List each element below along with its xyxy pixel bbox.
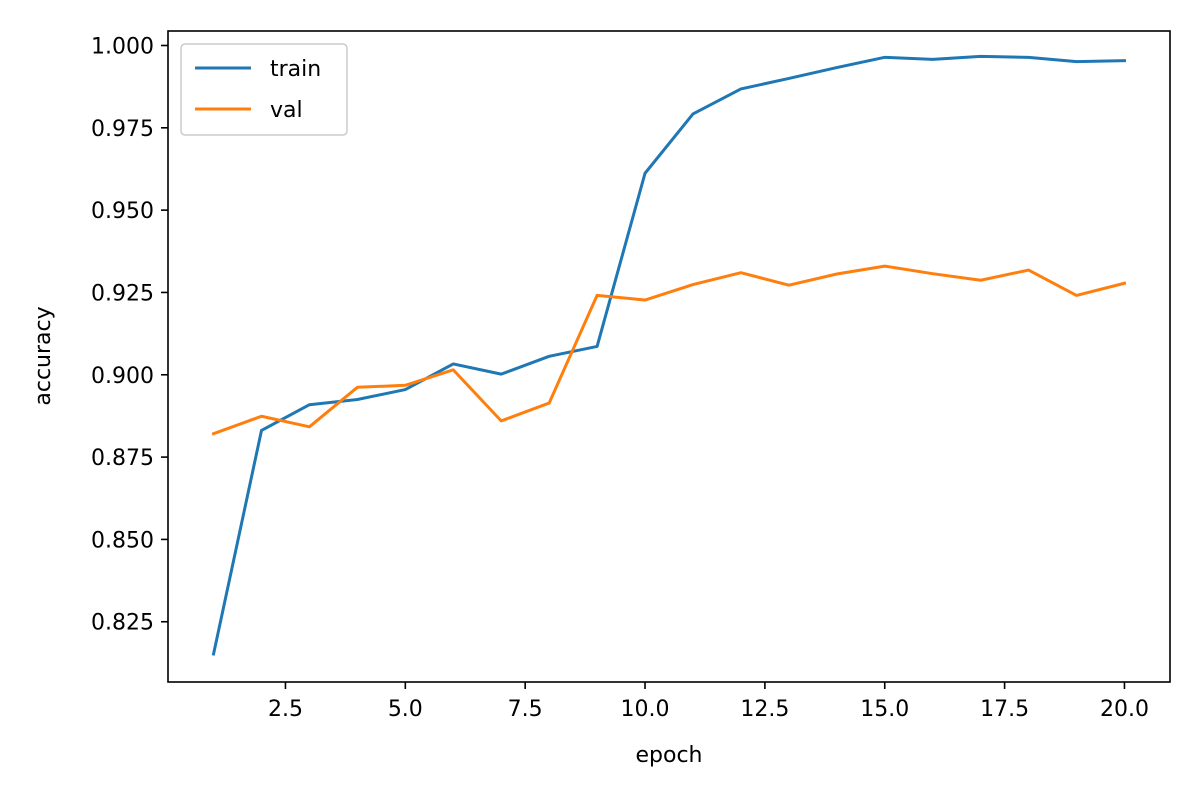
y-tick-label: 0.900 bbox=[91, 364, 154, 389]
y-axis: 0.825 0.850 0.875 0.900 0.925 0.950 0.975 1.000 bbox=[91, 34, 168, 636]
x-tick-label: 15.0 bbox=[860, 697, 909, 722]
y-tick-label: 0.825 bbox=[91, 611, 154, 636]
x-tick-label: 5.0 bbox=[388, 697, 423, 722]
x-tick-label: 7.5 bbox=[508, 697, 543, 722]
y-tick-label: 0.850 bbox=[91, 528, 154, 553]
y-tick-label: 0.975 bbox=[91, 117, 154, 142]
series-layer bbox=[211, 54, 1127, 656]
legend: train val bbox=[180, 43, 348, 136]
x-tick-label: 12.5 bbox=[740, 697, 789, 722]
y-tick-label: 0.950 bbox=[91, 199, 154, 224]
y-tick-label: 1.000 bbox=[91, 34, 154, 59]
x-tick-label: 17.5 bbox=[980, 697, 1029, 722]
series-line-val bbox=[211, 264, 1127, 436]
legend-label-train: train bbox=[270, 57, 321, 82]
x-axis-title: epoch bbox=[636, 743, 703, 768]
x-tick-label: 20.0 bbox=[1100, 697, 1149, 722]
series-line-train bbox=[211, 54, 1126, 656]
x-tick-label: 10.0 bbox=[621, 697, 670, 722]
y-tick-label: 0.875 bbox=[91, 446, 154, 471]
legend-box bbox=[180, 43, 348, 136]
y-axis-title: accuracy bbox=[31, 306, 56, 405]
plot-frame bbox=[167, 30, 1171, 683]
x-tick-label: 2.5 bbox=[268, 697, 303, 722]
x-axis: 2.5 5.0 7.5 10.0 12.5 15.0 17.5 20.0 bbox=[268, 682, 1149, 722]
y-tick-label: 0.925 bbox=[91, 281, 154, 306]
legend-label-val: val bbox=[270, 98, 303, 123]
